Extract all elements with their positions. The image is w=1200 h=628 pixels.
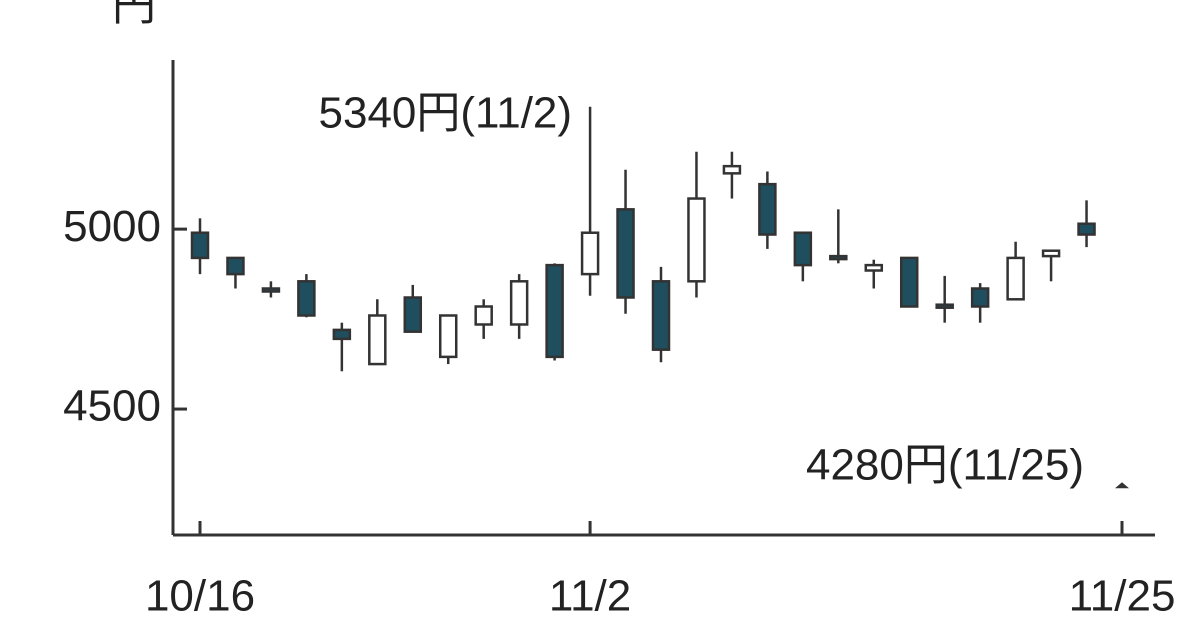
candle-body bbox=[403, 296, 423, 333]
candle-body bbox=[545, 263, 564, 359]
candle-body bbox=[758, 182, 777, 236]
candle-body bbox=[935, 303, 954, 309]
candle-body bbox=[297, 280, 316, 317]
y-tick-label: 5000 bbox=[63, 202, 161, 251]
candle-body bbox=[438, 314, 458, 359]
candle-body bbox=[1041, 249, 1061, 258]
candle-body bbox=[970, 287, 990, 308]
candle-point bbox=[1115, 482, 1129, 489]
candle-body bbox=[616, 208, 635, 299]
candle-body bbox=[368, 314, 387, 366]
candle-body bbox=[474, 305, 493, 326]
annotation: 5340円(11/2) bbox=[319, 89, 573, 138]
candle-body bbox=[332, 328, 352, 341]
candle-body bbox=[1077, 222, 1096, 236]
y-tick-label: 4500 bbox=[63, 382, 161, 431]
unit-label: 円 bbox=[112, 0, 156, 30]
candle-body bbox=[261, 287, 281, 293]
x-tick-label: 11/2 bbox=[549, 572, 631, 621]
candle-body bbox=[687, 197, 706, 283]
candle-body bbox=[899, 256, 919, 308]
candle-body bbox=[580, 231, 600, 276]
x-tick-label: 11/25 bbox=[1069, 572, 1176, 621]
candle-body bbox=[651, 280, 671, 351]
candle-body bbox=[509, 280, 529, 326]
candle-body bbox=[722, 164, 742, 175]
annotation: 4280円(11/25) bbox=[806, 441, 1084, 490]
candle-body bbox=[793, 231, 813, 267]
candle-body bbox=[1006, 256, 1025, 301]
candle-body bbox=[864, 263, 884, 272]
candle-body bbox=[226, 256, 245, 276]
candle-body bbox=[829, 254, 848, 261]
candle-body bbox=[190, 231, 210, 260]
x-tick-label: 10/16 bbox=[145, 572, 255, 621]
